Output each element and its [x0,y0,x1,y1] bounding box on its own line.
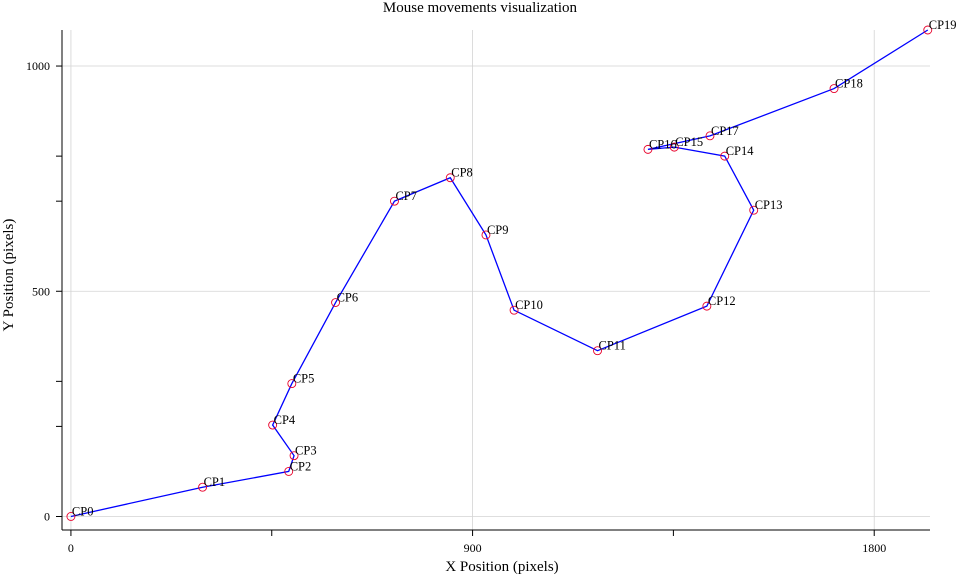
data-point-marker [749,205,759,215]
data-point-label: CP17 [711,124,739,138]
data-point-label: CP0 [72,504,94,518]
data-point-marker [284,466,294,476]
data-point-label: CP16 [649,137,677,151]
data-point-marker [705,131,715,141]
data-point-label: CP11 [599,339,626,353]
ticks-layer: 0 900 1800 0 500 1000 [26,59,886,555]
x-tick-label: 1800 [862,541,886,555]
data-point-marker [66,512,76,521]
data-point-label: CP15 [675,135,703,149]
chart-title: Mouse movements visualization [383,0,578,16]
data-point-label: CP4 [274,413,296,427]
data-point-label: CP2 [290,459,312,473]
data-point-label: CP13 [755,198,783,212]
data-point-label: CP10 [515,298,543,312]
data-point-marker [923,25,933,35]
data-point-label: CP14 [726,144,755,158]
data-point-marker [198,482,208,492]
data-point-label: CP8 [451,166,473,180]
data-point-label: CP12 [708,294,736,308]
data-point-marker [268,420,278,430]
data-point-label: CP18 [835,77,863,91]
data-point-marker [481,230,491,240]
data-point-marker [287,379,297,389]
grid-layer [62,30,930,530]
x-tick-label: 0 [68,541,74,555]
y-tick-label: 1000 [26,59,50,73]
x-tick-label: 900 [464,541,482,555]
data-point-marker [509,305,519,315]
y-tick-label: 0 [44,509,50,523]
data-point-label: CP19 [929,18,957,32]
data-point-marker [289,451,299,461]
y-tick-label: 500 [32,284,50,298]
data-point-marker [829,84,839,94]
data-point-marker [702,301,712,311]
data-point-label: CP9 [487,223,509,237]
data-point-label: CP1 [204,475,226,489]
data-point-marker [331,298,341,307]
data-point-marker [445,173,455,183]
data-point-marker [643,144,653,154]
y-axis-label: Y Position (pixels) [1,219,17,332]
series-layer [66,25,933,521]
data-point-marker [593,346,602,356]
x-axis-label: X Position (pixels) [445,559,558,575]
series-line [70,29,929,518]
axes-layer [61,30,930,531]
data-point-label: CP3 [295,444,317,458]
data-point-label: CP7 [395,189,417,203]
data-point-marker [669,142,679,152]
data-point-marker [390,196,399,206]
data-point-marker [720,151,730,161]
data-point-label: CP5 [293,372,315,386]
data-point-label: CP6 [337,291,359,305]
